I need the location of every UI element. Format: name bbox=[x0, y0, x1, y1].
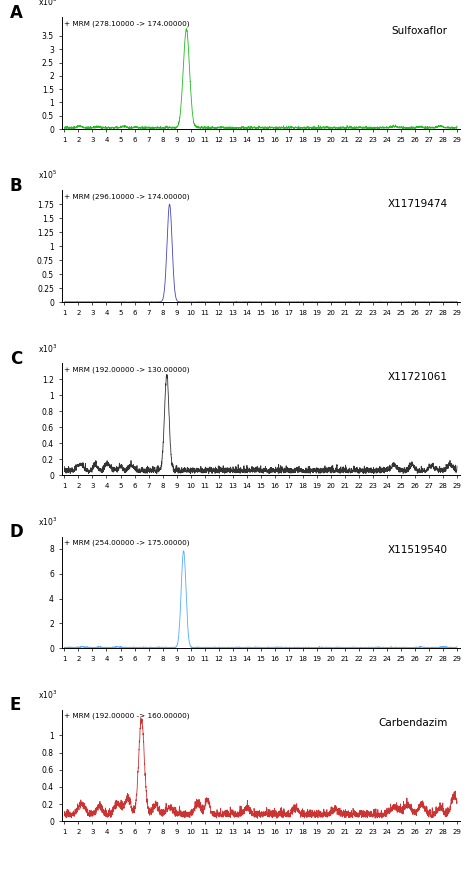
Text: D: D bbox=[10, 523, 24, 541]
Text: x10$^3$: x10$^3$ bbox=[38, 0, 58, 9]
Text: B: B bbox=[10, 177, 22, 195]
Text: Carbendazim: Carbendazim bbox=[378, 719, 448, 728]
Text: + MRM (278.10000 -> 174.00000): + MRM (278.10000 -> 174.00000) bbox=[64, 21, 189, 27]
Text: X11721061: X11721061 bbox=[388, 373, 448, 382]
Text: + MRM (192.00000 -> 130.00000): + MRM (192.00000 -> 130.00000) bbox=[64, 367, 189, 374]
Text: X11519540: X11519540 bbox=[388, 546, 448, 555]
Text: E: E bbox=[10, 696, 21, 714]
Text: + MRM (192.00000 -> 160.00000): + MRM (192.00000 -> 160.00000) bbox=[64, 713, 189, 720]
Text: A: A bbox=[10, 4, 23, 22]
Text: + MRM (296.10000 -> 174.00000): + MRM (296.10000 -> 174.00000) bbox=[64, 194, 189, 200]
Text: x10$^3$: x10$^3$ bbox=[38, 342, 58, 355]
Text: x10$^5$: x10$^5$ bbox=[38, 169, 58, 182]
Text: Sulfoxaflor: Sulfoxaflor bbox=[392, 26, 448, 36]
Text: x10$^3$: x10$^3$ bbox=[38, 515, 58, 527]
Text: x10$^3$: x10$^3$ bbox=[38, 688, 58, 700]
Text: X11719474: X11719474 bbox=[388, 199, 448, 209]
Text: + MRM (254.00000 -> 175.00000): + MRM (254.00000 -> 175.00000) bbox=[64, 540, 189, 547]
Text: C: C bbox=[10, 350, 22, 368]
